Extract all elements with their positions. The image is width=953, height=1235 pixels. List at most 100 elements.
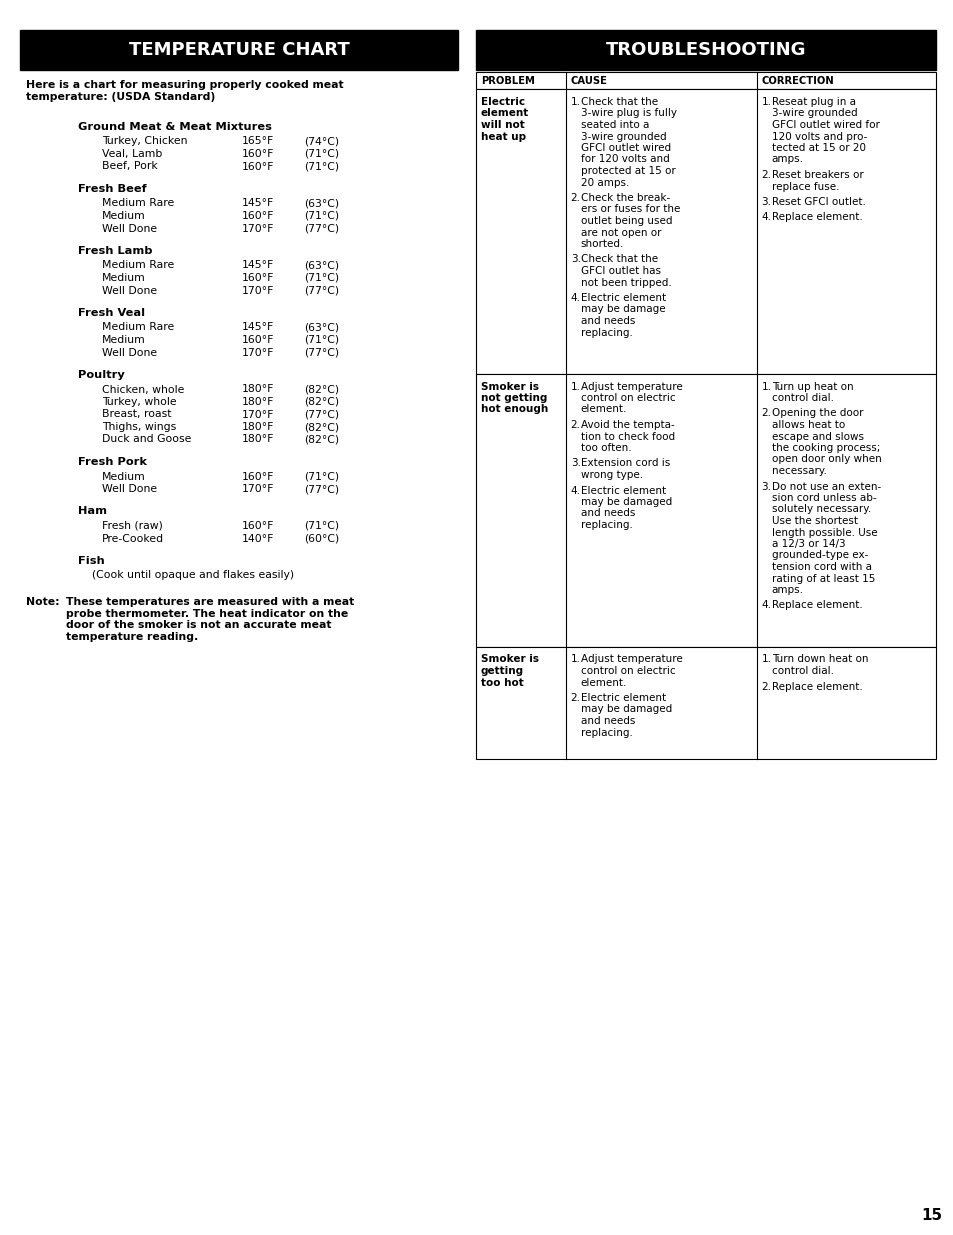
Text: Do not use an exten-: Do not use an exten- bbox=[771, 482, 880, 492]
Text: 4.: 4. bbox=[570, 293, 580, 303]
Text: Fresh (raw): Fresh (raw) bbox=[102, 521, 163, 531]
Text: (71°C): (71°C) bbox=[304, 162, 338, 172]
Bar bbox=[476, 373, 935, 646]
Text: Turkey, Chicken: Turkey, Chicken bbox=[102, 137, 188, 147]
Text: (71°C): (71°C) bbox=[304, 273, 338, 283]
Text: 3-wire grounded: 3-wire grounded bbox=[580, 131, 665, 142]
Text: 3.: 3. bbox=[760, 198, 771, 207]
Text: Reset breakers or: Reset breakers or bbox=[771, 170, 862, 180]
Text: tion to check food: tion to check food bbox=[580, 431, 674, 441]
Text: Use the shortest: Use the shortest bbox=[771, 516, 857, 526]
Text: Medium: Medium bbox=[102, 335, 146, 345]
Text: 3-wire grounded: 3-wire grounded bbox=[771, 109, 857, 119]
Text: replacing.: replacing. bbox=[580, 520, 632, 530]
Text: 180°F: 180°F bbox=[242, 422, 274, 432]
Text: (77°C): (77°C) bbox=[304, 224, 338, 233]
Text: Well Done: Well Done bbox=[102, 285, 157, 295]
Text: too hot: too hot bbox=[480, 678, 523, 688]
Bar bbox=[476, 646, 935, 758]
Text: Well Done: Well Done bbox=[102, 224, 157, 233]
Text: Electric: Electric bbox=[480, 98, 524, 107]
Text: Electric element: Electric element bbox=[580, 485, 665, 495]
Text: 3.: 3. bbox=[760, 482, 771, 492]
Text: Turn up heat on: Turn up heat on bbox=[771, 382, 852, 391]
Text: Electric element: Electric element bbox=[580, 293, 665, 303]
Text: CAUSE: CAUSE bbox=[570, 75, 607, 85]
Text: 3.: 3. bbox=[570, 254, 580, 264]
Text: (60°C): (60°C) bbox=[304, 534, 339, 543]
Text: 170°F: 170°F bbox=[242, 347, 274, 357]
Text: (77°C): (77°C) bbox=[304, 285, 338, 295]
Bar bbox=[20, 30, 457, 70]
Text: 2.: 2. bbox=[760, 409, 771, 419]
Text: 145°F: 145°F bbox=[242, 199, 274, 209]
Text: (77°C): (77°C) bbox=[304, 410, 338, 420]
Text: (82°C): (82°C) bbox=[304, 435, 338, 445]
Text: (71°C): (71°C) bbox=[304, 521, 338, 531]
Text: 170°F: 170°F bbox=[242, 484, 274, 494]
Text: (63°C): (63°C) bbox=[304, 322, 338, 332]
Text: (82°C): (82°C) bbox=[304, 396, 338, 408]
Text: 2.: 2. bbox=[570, 420, 580, 430]
Text: GFCI outlet wired: GFCI outlet wired bbox=[580, 143, 670, 153]
Text: protected at 15 or: protected at 15 or bbox=[580, 165, 675, 177]
Text: and needs: and needs bbox=[580, 316, 635, 326]
Text: 160°F: 160°F bbox=[242, 472, 274, 482]
Text: 120 volts and pro-: 120 volts and pro- bbox=[771, 131, 866, 142]
Text: Smoker is: Smoker is bbox=[480, 655, 538, 664]
Text: the cooking process;: the cooking process; bbox=[771, 443, 879, 453]
Text: Medium Rare: Medium Rare bbox=[102, 261, 174, 270]
Text: element.: element. bbox=[580, 405, 626, 415]
Text: 4.: 4. bbox=[760, 600, 771, 610]
Text: GFCI outlet has: GFCI outlet has bbox=[580, 266, 660, 275]
Text: 170°F: 170°F bbox=[242, 285, 274, 295]
Text: may be damage: may be damage bbox=[580, 305, 664, 315]
Text: control on electric: control on electric bbox=[580, 666, 675, 676]
Text: Ham: Ham bbox=[78, 506, 107, 516]
Text: PROBLEM: PROBLEM bbox=[480, 75, 535, 85]
Text: rating of at least 15: rating of at least 15 bbox=[771, 573, 874, 583]
Text: Note:: Note: bbox=[26, 597, 59, 606]
Text: 1.: 1. bbox=[570, 655, 580, 664]
Text: Chicken, whole: Chicken, whole bbox=[102, 384, 184, 394]
Text: not been tripped.: not been tripped. bbox=[580, 278, 671, 288]
Text: are not open or: are not open or bbox=[580, 227, 660, 237]
Text: seated into a: seated into a bbox=[580, 120, 648, 130]
Text: (71°C): (71°C) bbox=[304, 149, 338, 159]
Text: Well Done: Well Done bbox=[102, 347, 157, 357]
Text: Electric element: Electric element bbox=[580, 693, 665, 703]
Text: escape and slows: escape and slows bbox=[771, 431, 862, 441]
Text: too often.: too often. bbox=[580, 443, 631, 453]
Text: Fresh Veal: Fresh Veal bbox=[78, 308, 145, 317]
Text: 170°F: 170°F bbox=[242, 224, 274, 233]
Text: 1.: 1. bbox=[760, 382, 771, 391]
Text: Reset GFCI outlet.: Reset GFCI outlet. bbox=[771, 198, 864, 207]
Text: 1.: 1. bbox=[760, 655, 771, 664]
Text: ers or fuses for the: ers or fuses for the bbox=[580, 205, 679, 215]
Text: Adjust temperature: Adjust temperature bbox=[580, 382, 681, 391]
Text: 2.: 2. bbox=[760, 170, 771, 180]
Text: 1.: 1. bbox=[760, 98, 771, 107]
Text: (71°C): (71°C) bbox=[304, 472, 338, 482]
Text: Poultry: Poultry bbox=[78, 370, 125, 380]
Text: Turkey, whole: Turkey, whole bbox=[102, 396, 176, 408]
Text: 1.: 1. bbox=[570, 98, 580, 107]
Text: TROUBLESHOOTING: TROUBLESHOOTING bbox=[605, 41, 805, 59]
Text: Medium: Medium bbox=[102, 472, 146, 482]
Text: Check the break-: Check the break- bbox=[580, 193, 669, 203]
Text: may be damaged: may be damaged bbox=[580, 496, 671, 508]
Bar bbox=[476, 30, 935, 70]
Text: Medium Rare: Medium Rare bbox=[102, 322, 174, 332]
Text: Well Done: Well Done bbox=[102, 484, 157, 494]
Text: control on electric: control on electric bbox=[580, 393, 675, 403]
Text: 2.: 2. bbox=[570, 193, 580, 203]
Text: element.: element. bbox=[580, 678, 626, 688]
Text: and needs: and needs bbox=[580, 509, 635, 519]
Text: heat up: heat up bbox=[480, 131, 525, 142]
Text: 180°F: 180°F bbox=[242, 435, 274, 445]
Text: 15: 15 bbox=[921, 1208, 942, 1223]
Text: 170°F: 170°F bbox=[242, 410, 274, 420]
Text: Fresh Beef: Fresh Beef bbox=[78, 184, 147, 194]
Text: Pre-Cooked: Pre-Cooked bbox=[102, 534, 164, 543]
Text: 160°F: 160°F bbox=[242, 521, 274, 531]
